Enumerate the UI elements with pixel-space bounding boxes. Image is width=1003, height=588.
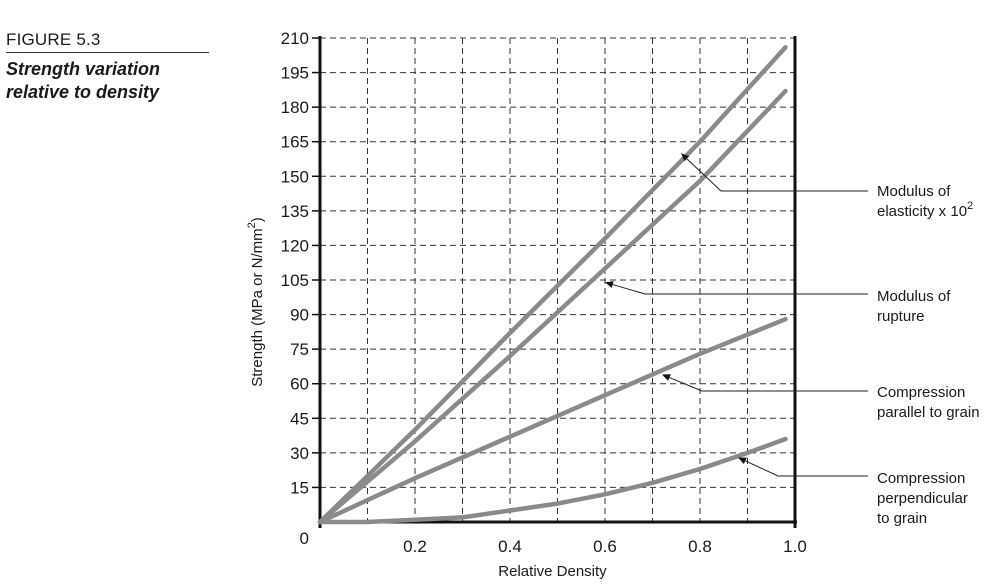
y-tick-label: 150 (281, 167, 309, 186)
annotation-label: perpendicular (877, 490, 968, 507)
x-tick-label: 0.4 (498, 537, 522, 556)
annotation-arrowhead (681, 153, 690, 162)
x-tick-label: 0.6 (593, 537, 617, 556)
annotation-leader (745, 460, 868, 477)
y-tick-label: 0 (300, 529, 309, 548)
grid (320, 37, 795, 522)
y-tick-label: 165 (281, 133, 309, 152)
y-tick-label: 195 (281, 64, 309, 83)
y-tick-label: 60 (290, 375, 309, 394)
x-axis-title: Relative Density (498, 563, 607, 580)
axes (312, 36, 797, 528)
figure-divider (6, 52, 209, 53)
y-tick-label: 30 (290, 444, 309, 463)
annotation-label: to grain (877, 510, 927, 527)
annotation-label: rupture (877, 308, 925, 325)
annotation-label: Compression (877, 384, 965, 401)
annotation-label: parallel to grain (877, 404, 980, 421)
annotation-arrowhead (605, 281, 614, 288)
annotation-label: Modulus of (877, 183, 951, 200)
y-tick-label: 45 (290, 409, 309, 428)
y-axis-title: Strength (MPa or N/mm2) (246, 217, 266, 387)
annotation-label: Modulus of (877, 288, 951, 305)
series-line-1 (317, 44, 788, 525)
y-tick-label: 120 (281, 236, 309, 255)
series-lines (317, 44, 788, 525)
y-tick-label: 180 (281, 98, 309, 117)
x-tick-label: 0.2 (403, 537, 427, 556)
y-tick-label: 135 (281, 202, 309, 221)
y-axis-title-group: Strength (MPa or N/mm2) (246, 217, 266, 387)
annotation-leader (686, 158, 868, 192)
figure-caption: Strength variation relative to density (6, 59, 161, 102)
annotation-label: Compression (877, 470, 965, 487)
y-tick-label: 75 (290, 340, 309, 359)
y-tick-label: 210 (281, 29, 309, 48)
x-tick-label: 0.8 (688, 537, 712, 556)
series-line-3 (317, 316, 788, 525)
y-tick-label: 90 (290, 306, 309, 325)
annotation-label: elasticity x 102 (877, 200, 973, 220)
annotation-leader (669, 377, 868, 392)
series-line-4 (317, 436, 788, 525)
tick-labels: 0 15 30 45 60 75 90 105 120 135 150 165 180 195 210 0.2… (281, 29, 807, 556)
y-tick-label: 15 (290, 478, 309, 497)
series-line-2 (317, 88, 788, 525)
x-tick-label: 1.0 (783, 537, 807, 556)
annotation-arrowhead (662, 374, 671, 381)
annotation-leader (612, 284, 868, 295)
y-tick-label: 105 (281, 271, 309, 290)
figure-label: FIGURE 5.3 (6, 30, 101, 49)
annotation-arrowhead (738, 457, 747, 465)
